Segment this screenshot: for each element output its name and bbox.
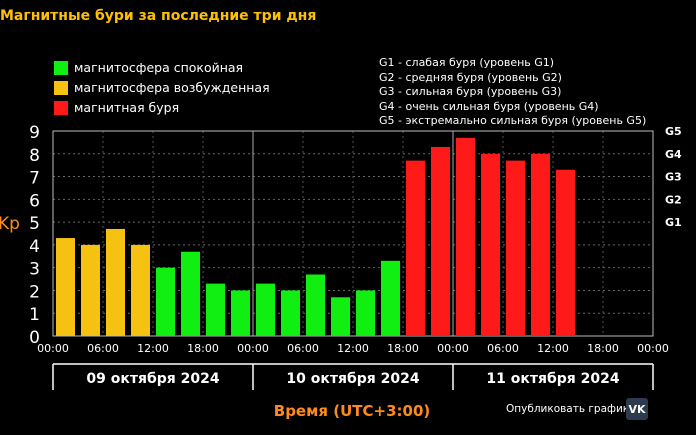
bar bbox=[556, 169, 575, 336]
legend-item-excited: магнитосфера возбужденная bbox=[54, 80, 270, 95]
x-tick-label: 18:00 bbox=[387, 342, 419, 355]
g-level-2: G2 - средняя буря (уровень G2) bbox=[379, 70, 562, 84]
y-tick-label: 2 bbox=[29, 282, 40, 302]
g-level-list: G1 - слабая буря (уровень G1) G2 - средн… bbox=[379, 56, 646, 129]
bar bbox=[381, 260, 400, 336]
x-tick-label: 06:00 bbox=[487, 342, 519, 355]
day-label: 09 октября 2024 bbox=[86, 371, 219, 387]
bar bbox=[256, 283, 275, 336]
y-tick-label: 7 bbox=[29, 169, 40, 189]
x-tick-label: 18:00 bbox=[187, 342, 219, 355]
y-tick-label: 1 bbox=[29, 305, 40, 325]
plot-frame bbox=[52, 130, 654, 337]
y-tick-label: 8 bbox=[29, 146, 40, 166]
bar bbox=[506, 160, 525, 336]
g-tick-label: G2 bbox=[665, 193, 682, 206]
day-label: 11 октября 2024 bbox=[486, 371, 619, 387]
g-tick-label: G1 bbox=[665, 216, 682, 229]
x-tick-label: 00:00 bbox=[37, 342, 69, 355]
y-tick-label: 5 bbox=[29, 214, 40, 234]
legend-item-storm: магнитная буря bbox=[54, 100, 179, 115]
bar bbox=[406, 160, 425, 336]
bar bbox=[481, 153, 500, 336]
legend-label-excited: магнитосфера возбужденная bbox=[74, 80, 270, 95]
x-tick-label: 06:00 bbox=[287, 342, 319, 355]
bar bbox=[306, 274, 325, 336]
bar bbox=[531, 153, 550, 336]
legend-swatch-storm bbox=[54, 100, 68, 115]
x-tick-label: 00:00 bbox=[437, 342, 469, 355]
bar bbox=[331, 297, 350, 336]
legend-swatch-calm bbox=[54, 60, 68, 75]
vk-icon[interactable]: VK bbox=[626, 398, 648, 420]
y-tick-label: 0 bbox=[29, 328, 40, 348]
bar bbox=[281, 290, 300, 336]
x-axis-label: Время (UTC+3:00) bbox=[274, 402, 430, 420]
x-tick-label: 18:00 bbox=[587, 342, 619, 355]
bar bbox=[231, 290, 250, 336]
g-level-1: G1 - слабая буря (уровень G1) bbox=[379, 56, 555, 69]
x-tick-label: 12:00 bbox=[337, 342, 369, 355]
legend-label-calm: магнитосфера спокойная bbox=[74, 60, 244, 75]
bar bbox=[156, 267, 175, 336]
g-level-3: G3 - сильная буря (уровень G3) bbox=[379, 85, 562, 98]
x-tick-label: 12:00 bbox=[537, 342, 569, 355]
x-tick-label: 00:00 bbox=[637, 342, 669, 355]
legend-label-storm: магнитная буря bbox=[74, 100, 180, 115]
g-level-4: G4 - очень сильная буря (уровень G4) bbox=[379, 99, 599, 113]
bar bbox=[56, 238, 75, 336]
x-tick-label: 06:00 bbox=[87, 342, 119, 355]
bar bbox=[456, 137, 475, 336]
legend-item-calm: магнитосфера спокойная bbox=[54, 60, 243, 75]
bar bbox=[131, 244, 150, 336]
bar bbox=[181, 251, 200, 336]
y-tick-label: 6 bbox=[29, 191, 40, 211]
bar bbox=[206, 283, 225, 336]
y-tick-label: 4 bbox=[29, 237, 40, 257]
bar bbox=[106, 228, 125, 336]
g-tick-label: G4 bbox=[665, 148, 682, 161]
x-tick-label: 12:00 bbox=[137, 342, 169, 355]
g-level-5: G5 - экстремально сильная буря (уровень … bbox=[379, 114, 647, 127]
share-label: Опубликовать график: bbox=[506, 403, 633, 415]
bar bbox=[431, 146, 450, 336]
g-tick-label: G5 bbox=[665, 125, 682, 138]
legend-swatch-excited bbox=[54, 80, 68, 95]
bar bbox=[356, 290, 375, 336]
x-tick-label: 00:00 bbox=[237, 342, 269, 355]
day-label: 10 октября 2024 bbox=[286, 371, 419, 387]
g-tick-label: G3 bbox=[665, 171, 682, 184]
y-tick-label: 9 bbox=[29, 123, 40, 143]
page-title: Магнитные бури за последние три дня bbox=[0, 8, 317, 24]
y-tick-label: 3 bbox=[29, 260, 40, 280]
y-axis-label: Kp bbox=[0, 214, 20, 234]
bar bbox=[81, 244, 100, 336]
